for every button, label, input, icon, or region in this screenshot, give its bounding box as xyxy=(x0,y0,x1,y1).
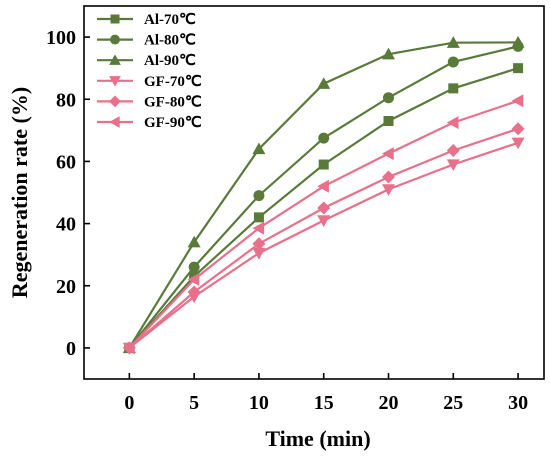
data-point xyxy=(511,137,525,150)
legend-marker xyxy=(110,34,120,45)
data-point xyxy=(187,285,201,299)
series-3 xyxy=(122,137,525,355)
legend-entry: GF-90℃ xyxy=(97,115,202,131)
data-point xyxy=(317,77,331,89)
series-line xyxy=(128,141,519,349)
x-tick-label: 0 xyxy=(124,392,134,414)
data-point xyxy=(252,221,265,235)
data-point xyxy=(511,94,524,108)
legend-entry: GF-80℃ xyxy=(97,94,202,110)
x-tick-label: 20 xyxy=(379,392,399,414)
y-axis-title: Regeneration rate (%) xyxy=(7,87,32,298)
data-point xyxy=(513,63,524,74)
legend-marker xyxy=(109,54,121,65)
data-point xyxy=(382,47,396,60)
y-tick-label: 100 xyxy=(46,27,76,49)
data-point xyxy=(318,159,329,170)
legend-label: GF-70℃ xyxy=(144,74,202,90)
legend-entry: Al-70℃ xyxy=(97,12,196,28)
legend-label: Al-90℃ xyxy=(144,53,196,69)
x-tick-label: 10 xyxy=(249,392,269,414)
data-point xyxy=(253,190,265,202)
legend-entry: Al-90℃ xyxy=(97,53,196,69)
data-point xyxy=(448,83,459,94)
data-point xyxy=(187,235,201,248)
data-point xyxy=(252,247,266,260)
data-point xyxy=(511,122,525,136)
data-point xyxy=(446,36,460,48)
data-point xyxy=(383,92,395,104)
legend-marker xyxy=(109,76,121,87)
series-5 xyxy=(122,94,524,355)
data-point xyxy=(446,116,459,130)
data-point xyxy=(253,212,264,223)
legend-label: GF-90℃ xyxy=(144,115,202,131)
legend-entry: Al-80℃ xyxy=(97,33,196,49)
data-point xyxy=(382,184,396,196)
x-tick-label: 5 xyxy=(189,392,199,414)
legend-marker xyxy=(109,116,120,128)
data-point xyxy=(382,147,394,161)
legend: Al-70℃ Al-80℃ Al-90℃ GF-70℃ GF-80℃ GF-90℃ xyxy=(97,12,202,131)
legend-marker xyxy=(109,95,121,108)
y-tick-label: 60 xyxy=(56,151,76,173)
data-point xyxy=(317,201,331,215)
data-point xyxy=(122,341,135,355)
legend-marker xyxy=(110,14,120,24)
plot-area xyxy=(122,35,525,355)
x-tick-label: 15 xyxy=(314,392,334,414)
x-tick-label: 30 xyxy=(508,392,528,414)
axes: 0 5 10 15 20 25 30 0 20 40 60 80 100 xyxy=(46,5,545,414)
legend-label: GF-80℃ xyxy=(144,94,202,110)
series-4 xyxy=(122,122,525,355)
x-axis-title: Time (min) xyxy=(265,426,370,451)
data-point xyxy=(187,273,200,287)
data-point xyxy=(447,56,459,68)
data-point xyxy=(446,159,460,172)
x-tick-label: 25 xyxy=(443,392,463,414)
data-point xyxy=(317,215,331,227)
data-point xyxy=(318,132,330,144)
data-point xyxy=(252,237,266,251)
y-tick-label: 20 xyxy=(56,276,76,298)
data-point xyxy=(252,142,266,155)
y-tick-label: 80 xyxy=(56,89,76,111)
y-tick-label: 0 xyxy=(66,338,76,360)
plot-frame xyxy=(83,5,545,380)
data-point xyxy=(188,261,200,273)
data-point xyxy=(382,170,396,184)
data-point xyxy=(511,35,525,48)
legend-label: Al-80℃ xyxy=(144,33,196,49)
legend-label: Al-70℃ xyxy=(144,12,196,28)
y-tick-label: 40 xyxy=(56,214,76,236)
data-point xyxy=(317,179,329,193)
data-point xyxy=(446,144,460,158)
data-point xyxy=(383,116,394,127)
legend-entry: GF-70℃ xyxy=(97,74,202,90)
